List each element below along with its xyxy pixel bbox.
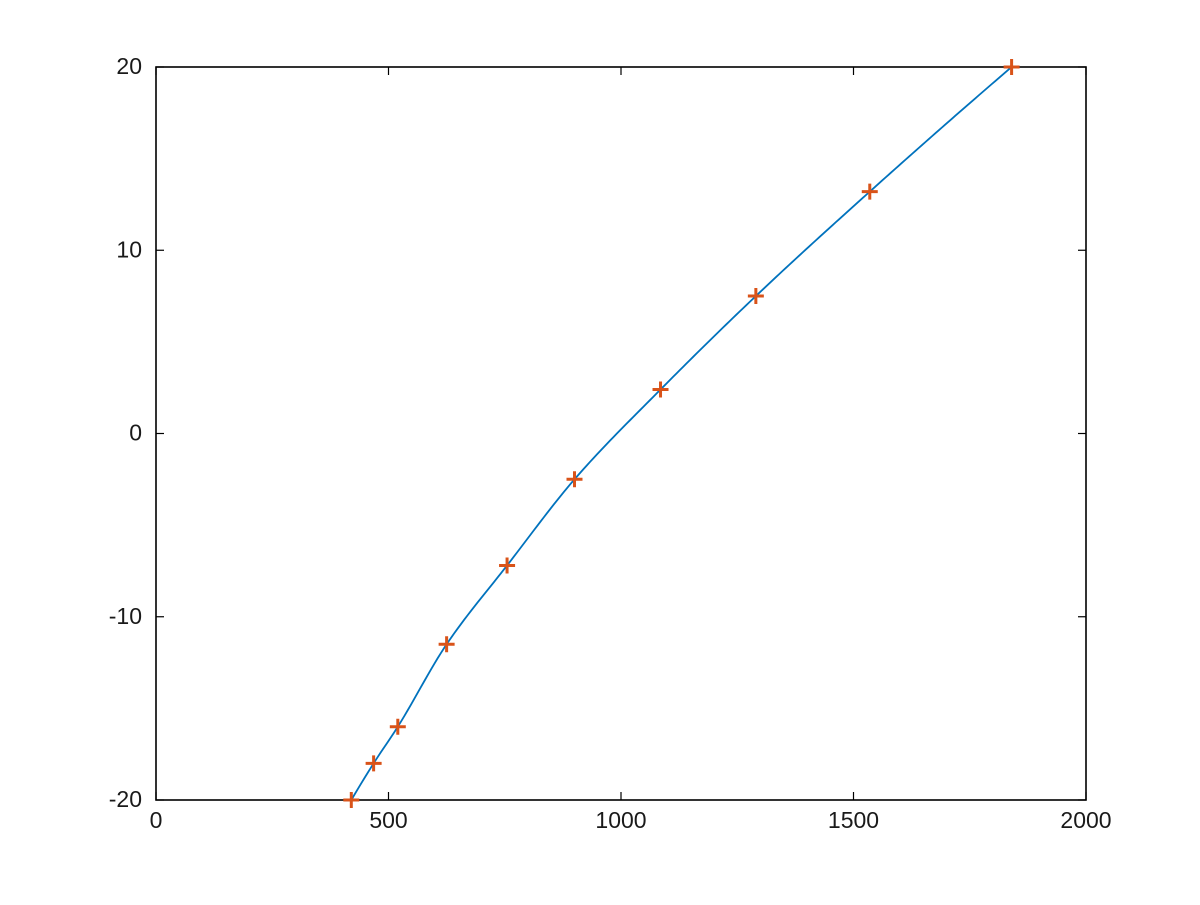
svg-text:0: 0 (150, 807, 163, 833)
svg-text:500: 500 (369, 807, 407, 833)
svg-text:10: 10 (116, 236, 142, 262)
svg-text:-20: -20 (109, 786, 142, 812)
svg-text:2000: 2000 (1060, 807, 1111, 833)
svg-text:0: 0 (129, 420, 142, 446)
svg-text:-10: -10 (109, 603, 142, 629)
svg-text:20: 20 (116, 53, 142, 79)
svg-text:1500: 1500 (828, 807, 879, 833)
svg-text:1000: 1000 (595, 807, 646, 833)
